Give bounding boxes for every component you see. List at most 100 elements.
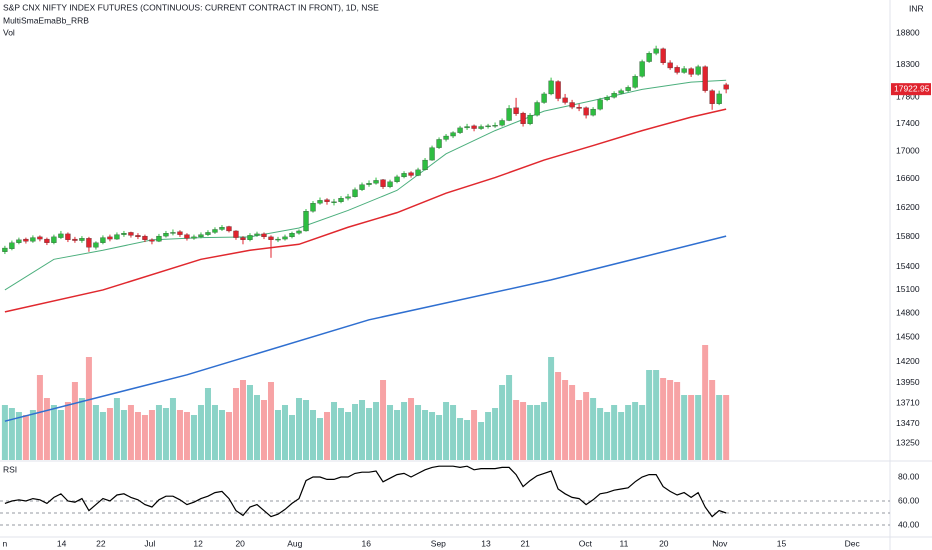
candle-body [415, 169, 421, 176]
candle-body [9, 242, 15, 249]
volume-bar [232, 388, 239, 460]
candle-body [114, 234, 120, 240]
candle-body [58, 233, 64, 238]
volume-bar [569, 385, 576, 460]
volume-bar [218, 410, 225, 460]
candle-body [44, 238, 50, 243]
candle-body [625, 87, 631, 91]
x-tick-label: 16 [361, 538, 371, 548]
volume-bar [639, 405, 646, 460]
candle-body [443, 135, 449, 140]
candle-body [520, 112, 526, 124]
x-tick-label: 11 [619, 538, 628, 548]
y-tick-label: 17800 [896, 91, 920, 101]
volume-bar [667, 380, 674, 460]
last-price-label: 17922.95 [894, 83, 930, 93]
volume-bar [57, 410, 64, 460]
candle-body [429, 147, 435, 161]
volume-bar [492, 408, 499, 460]
volume-bar [190, 415, 197, 460]
candle-body [303, 211, 309, 232]
candle-body [212, 229, 218, 233]
candle-body [30, 237, 36, 242]
volume-bar [331, 402, 338, 460]
y-tick-label: 17400 [896, 118, 920, 128]
candle-body [184, 234, 190, 239]
volume-bar [303, 400, 310, 460]
volume-bar [50, 405, 57, 460]
candle-body [569, 102, 575, 108]
rsi-tick-label: 80.00 [898, 471, 920, 481]
volume-bar [702, 345, 709, 460]
volume-bar [443, 402, 450, 460]
volume-bar [632, 402, 639, 460]
x-tick-label: 20 [659, 538, 669, 548]
candle-body [576, 106, 582, 109]
candle-body [541, 93, 547, 103]
candle-body [2, 247, 8, 252]
candle-body [716, 93, 722, 104]
volume-bar [106, 408, 113, 460]
y-tick-label: 16200 [896, 202, 920, 212]
candle-body [380, 179, 386, 187]
candle-body [324, 199, 330, 202]
volume-bar [92, 405, 99, 460]
candle-body [177, 231, 183, 235]
volume-bar [513, 400, 520, 460]
volume-bar [183, 412, 190, 460]
volume-bar [134, 412, 141, 460]
candle-body [513, 107, 519, 114]
candle-body [205, 232, 211, 235]
volume-bar [8, 408, 15, 460]
volume-bar [408, 398, 415, 460]
volume-bar [415, 405, 422, 460]
volume-bar [534, 405, 541, 460]
candle-body [485, 125, 491, 128]
candle-body [534, 102, 540, 116]
volume-bar [590, 398, 597, 460]
volume-label: Vol [3, 27, 15, 37]
candle-body [639, 61, 645, 77]
volume-bar [366, 408, 373, 460]
volume-bar [716, 395, 723, 460]
candle-body [247, 235, 253, 240]
volume-bar [485, 412, 492, 460]
x-tick-label: Oct [579, 538, 593, 548]
volume-bar [29, 410, 36, 460]
candle-body [282, 236, 288, 240]
indicator-name: MultiSmaEmaBb_RRB [3, 15, 89, 25]
candle-body [499, 120, 505, 126]
rsi-label: RSI [3, 464, 17, 474]
candle-body [723, 84, 729, 90]
axes: 18800 18300 17800 17400 17000 16600 16200 15800… [3, 27, 931, 548]
volume-bar [450, 405, 457, 460]
candle-body [86, 238, 92, 248]
candle-body [492, 125, 498, 127]
volume-bar [246, 385, 253, 460]
volume-bar [64, 402, 71, 460]
volume-bar [296, 398, 303, 460]
volume-bar [499, 385, 506, 460]
volume-bar [162, 408, 169, 460]
volume-bar [22, 415, 29, 460]
candle-body [352, 189, 358, 197]
candle-body [618, 90, 624, 94]
candle-body [359, 184, 365, 190]
x-tick-label: 15 [777, 538, 787, 548]
x-tick-label: Dec [845, 538, 861, 548]
candle-body [331, 201, 337, 203]
volume-bar [387, 405, 394, 460]
candle-body [611, 93, 617, 98]
volume-bar [527, 405, 534, 460]
volume-bar [653, 370, 660, 460]
volume-bar [506, 375, 513, 460]
candle-body [562, 97, 568, 103]
candle-body [583, 107, 589, 116]
volume-bar [611, 405, 618, 460]
candle-body [128, 232, 134, 236]
volume-bar [274, 410, 281, 460]
volume-bar [155, 405, 162, 460]
candle-body [149, 239, 155, 242]
candle-body [170, 232, 176, 234]
moving-average-line [4, 108, 727, 313]
